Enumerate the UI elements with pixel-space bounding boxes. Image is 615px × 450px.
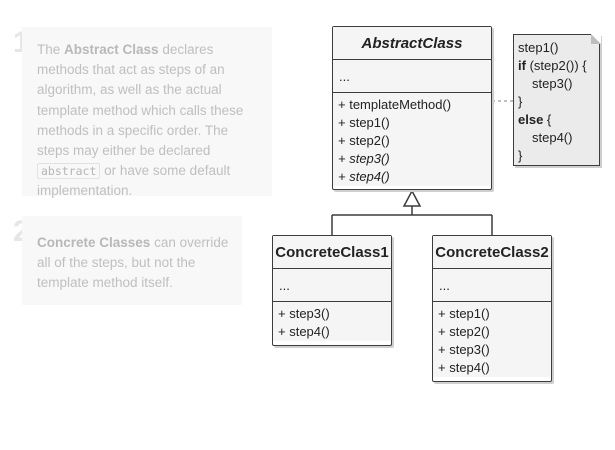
method-step3: + step3(): [438, 342, 490, 357]
class-name: ConcreteClass1: [273, 236, 391, 269]
template-method-code-note: step1() if (step2()) { step3() } else { …: [513, 33, 601, 166]
folded-corner-icon: [590, 33, 601, 44]
code-keyword-else: else: [518, 112, 544, 127]
note-text: or have some default implementation.: [37, 163, 231, 199]
description-note-1: The Abstract Class declares methods that…: [22, 27, 272, 199]
concrete-class-1-box: ConcreteClass1 ... + step3() + step4(): [272, 235, 392, 346]
abstract-class-box: AbstractClass ... + templateMethod() + s…: [332, 26, 492, 190]
method-step1: + step1(): [438, 306, 490, 321]
note-emphasis: Concrete Classes: [37, 235, 151, 250]
code-line: }: [518, 94, 523, 109]
class-name: AbstractClass: [333, 27, 491, 60]
method-step4: + step4(): [278, 324, 330, 339]
code-line: else {: [518, 111, 599, 129]
note-text: can override all of the steps, but not t…: [37, 235, 229, 291]
code-line: step4(): [532, 130, 573, 145]
code-keyword: abstract: [37, 163, 101, 180]
method-template: + templateMethod(): [338, 97, 452, 112]
method-step3: + step3(): [278, 306, 330, 321]
method-step2: + step2(): [338, 133, 390, 148]
concrete-class-2-box: ConcreteClass2 ... + step1() + step2() +…: [432, 235, 552, 382]
code-text: {: [543, 112, 552, 127]
method-step4: + step4(): [438, 360, 490, 375]
note-emphasis: Abstract Class: [64, 42, 159, 57]
class-methods: + step1() + step2() + step3() + step4(): [433, 302, 551, 377]
note-text: The: [37, 42, 65, 57]
method-step2: + step2(): [438, 324, 490, 339]
class-methods: + step3() + step4(): [273, 302, 391, 341]
class-fields: ...: [333, 60, 491, 93]
method-step1: + step1(): [338, 115, 390, 130]
note-text: declares methods that act as steps of an…: [37, 42, 244, 159]
inheritance-arrowhead-icon: [402, 189, 422, 207]
description-note-2: Concrete Classes can override all of the…: [22, 216, 242, 305]
method-step3-abstract: + step3(): [338, 151, 390, 166]
class-fields: ...: [433, 269, 551, 302]
class-name: ConcreteClass2: [433, 236, 551, 269]
code-line: step3(): [532, 76, 573, 91]
code-keyword-if: if: [518, 58, 526, 73]
code-line: }: [518, 148, 523, 163]
code-text: (step2()) {: [525, 58, 587, 73]
class-fields: ...: [273, 269, 391, 302]
method-step4-abstract: + step4(): [338, 169, 390, 184]
class-methods: + templateMethod() + step1() + step2() +…: [333, 93, 491, 186]
code-line: if (step2()) {: [518, 57, 599, 75]
code-line: step1(): [518, 40, 559, 55]
